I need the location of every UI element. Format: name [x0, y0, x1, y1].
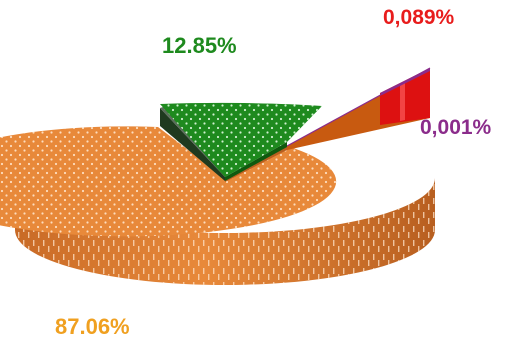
slice-red-highlight — [400, 83, 405, 121]
slice-orange-side-texture — [15, 178, 435, 285]
data-label-red: 0,089% — [383, 6, 455, 29]
data-label-orange: 87.06% — [55, 314, 130, 339]
slice-green-right-wall — [225, 142, 287, 181]
data-label-purple: 0,001% — [420, 116, 492, 139]
slice-purple-edge — [286, 67, 431, 147]
slice-orange-top-texture — [0, 126, 337, 237]
slice-green-texture — [160, 102, 322, 177]
data-label-green: 12.85% — [162, 33, 237, 58]
slice-green-left-wall — [160, 108, 225, 181]
